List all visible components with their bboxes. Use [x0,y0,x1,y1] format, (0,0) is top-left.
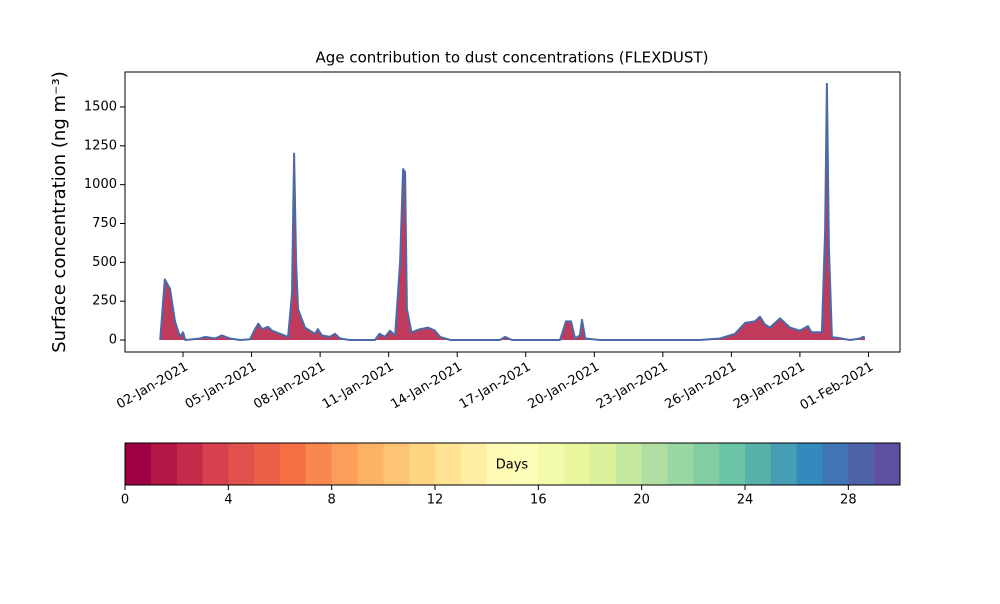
colorbar-cell [641,443,668,485]
colorbar-cell [512,443,539,485]
colorbar-cell [745,443,772,485]
x-tick-label: 02-Jan-2021 [114,360,191,413]
colorbar-cell [538,443,565,485]
area [160,83,865,341]
colorbar-tick-label: 20 [633,493,650,508]
colorbar-cell [796,443,823,485]
colorbar-cell [874,443,901,485]
colorbar-tick-label: 28 [840,493,857,508]
colorbar-cell [822,443,849,485]
x-tick-label: 08-Jan-2021 [251,360,328,413]
colorbar-cell [383,443,410,485]
x-tick-label: 20-Jan-2021 [525,360,602,413]
colorbar-cell [564,443,591,485]
y-tick-label: 250 [92,294,117,309]
colorbar-tick-label: 0 [121,493,129,508]
colorbar-cell [202,443,229,485]
chart-title: Age contribution to dust concentrations … [316,49,709,67]
colorbar-cell [770,443,798,485]
colorbar-cell [176,443,203,485]
colorbar-cell [150,443,178,485]
y-tick-label: 500 [92,255,117,270]
plot-frame [124,71,901,353]
colorbar-tick-label: 12 [427,493,444,508]
colorbar-cell [615,443,643,485]
line [159,82,866,341]
x-tick-label: 01-Feb-2021 [798,360,877,414]
y-tick-label: 0 [109,333,117,348]
y-tick-label: 1500 [84,99,117,114]
colorbar-tick-label: 8 [328,493,336,508]
y-tick-label: 1250 [84,138,117,153]
colorbar-frame [124,442,901,486]
colorbar-cell [435,443,462,485]
x-tick-label: 23-Jan-2021 [594,360,671,413]
colorbar-tick-label: 24 [737,493,754,508]
colorbar-cell [305,443,333,485]
x-tick-label: 29-Jan-2021 [731,360,808,413]
y-axis-label: Surface concentration (ng m⁻³) [49,71,70,353]
x-tick-label: 26-Jan-2021 [663,360,740,413]
x-tick-label: 11-Jan-2021 [320,360,397,413]
colorbar-cell [460,443,488,485]
colorbar-cell [848,443,875,485]
x-tick-label: 17-Jan-2021 [457,360,534,413]
colorbar-label: Days [496,458,529,473]
x-tick-label: 05-Jan-2021 [183,360,260,413]
colorbar-cell [228,443,255,485]
colorbar-cell [125,443,152,485]
colorbar-tick-label: 16 [530,493,547,508]
colorbar-tick-label: 4 [224,493,232,508]
colorbar-cell [280,443,307,485]
colorbar-cell [590,443,617,485]
colorbar-cell [331,443,358,485]
colorbar-cell [667,443,694,485]
colorbar-cell [693,443,720,485]
colorbar-cell [357,443,384,485]
colorbar-cell [486,443,513,485]
colorbar-cell [254,443,281,485]
y-tick-label: 1000 [84,177,117,192]
y-tick-label: 750 [92,216,117,231]
x-tick-label: 14-Jan-2021 [388,360,465,413]
colorbar-cell [719,443,746,485]
colorbar-cell [409,443,436,485]
